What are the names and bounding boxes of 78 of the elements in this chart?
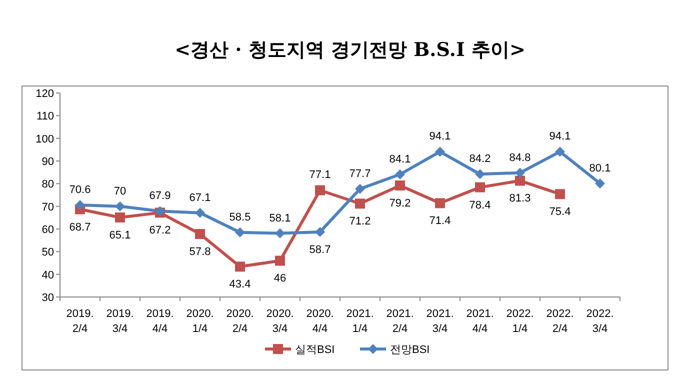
- data-label: 58.1: [269, 212, 291, 224]
- x-tick-label: 2022. 3/4: [586, 308, 614, 335]
- data-label: 84.8: [509, 152, 531, 164]
- legend-label: 실적BSI: [295, 344, 335, 356]
- data-label: 71.2: [349, 216, 371, 228]
- point: [195, 228, 205, 239]
- data-label: 67.2: [149, 224, 171, 237]
- point: [315, 226, 325, 237]
- x-tick-label: 2020. 4/4: [306, 308, 334, 335]
- point: [115, 212, 125, 222]
- data-label: 43.4: [229, 278, 251, 291]
- data-label: 70: [114, 185, 126, 198]
- y-tick-label: 80: [42, 178, 54, 191]
- point: [315, 185, 325, 196]
- x-tick-label: 2022. 2/4: [546, 308, 574, 335]
- y-tick-label: 60: [42, 224, 54, 236]
- point: [275, 228, 285, 238]
- y-tick-label: 40: [42, 269, 54, 282]
- data-label: 75.4: [549, 206, 571, 218]
- data-label: 67.1: [189, 192, 211, 204]
- data-label: 70.6: [69, 184, 91, 196]
- chart-title: <경산 · 청도지역 경기전망 B.S.I 추이>: [174, 39, 526, 61]
- x-tick-label: 2021. 4/4: [466, 308, 494, 335]
- x-tick-label: 2019. 3/4: [106, 308, 134, 335]
- point: [235, 262, 245, 272]
- data-label: 80.1: [589, 162, 611, 174]
- point: [475, 169, 485, 180]
- data-label: 84.2: [469, 153, 491, 166]
- legend-label: 전망BSI: [390, 344, 430, 356]
- x-tick-label: 2021. 1/4: [346, 308, 374, 335]
- data-label: 68.7: [69, 221, 91, 234]
- data-label: 84.1: [389, 153, 411, 166]
- point: [275, 256, 285, 266]
- data-label: 67.9: [149, 190, 171, 202]
- point: [395, 169, 405, 180]
- point: [195, 208, 205, 218]
- point: [515, 168, 525, 178]
- data-label: 78.4: [469, 199, 491, 212]
- y-tick-label: 90: [42, 156, 54, 168]
- point: [435, 146, 445, 157]
- y-tick-label: 50: [42, 246, 54, 259]
- point: [515, 176, 525, 186]
- x-tick-label: 2019. 2/4: [66, 308, 94, 335]
- data-label: 71.4: [429, 215, 451, 228]
- data-label: 46: [274, 272, 286, 285]
- data-label: 77.7: [349, 168, 371, 180]
- data-label: 94.1: [429, 130, 451, 143]
- point: [555, 146, 565, 157]
- data-label: 58.7: [309, 244, 331, 256]
- point: [355, 198, 365, 209]
- point: [555, 189, 565, 200]
- data-label: 57.8: [189, 246, 211, 258]
- x-tick-label: 2022. 1/4: [506, 308, 534, 335]
- point: [435, 198, 445, 208]
- x-tick-label: 2021. 2/4: [386, 308, 414, 335]
- point: [115, 201, 125, 212]
- point: [395, 180, 405, 190]
- data-label: 65.1: [109, 229, 131, 242]
- data-label: 77.1: [309, 169, 331, 182]
- data-label: 81.3: [509, 192, 531, 205]
- y-tick-label: 30: [42, 292, 54, 304]
- point: [235, 227, 245, 238]
- y-tick-label: 70: [42, 201, 54, 214]
- x-tick-label: 2020. 2/4: [226, 308, 254, 335]
- y-tick-label: 100: [36, 133, 54, 146]
- point: [595, 178, 605, 188]
- x-tick-label: 2020. 1/4: [186, 308, 214, 335]
- x-tick-label: 2019. 4/4: [146, 308, 174, 335]
- data-label: 79.2: [389, 197, 411, 210]
- point: [475, 182, 485, 192]
- point: [75, 200, 85, 210]
- data-label: 94.1: [549, 130, 571, 143]
- y-tick-label: 110: [36, 110, 54, 123]
- data-label: 58.5: [229, 211, 251, 224]
- point: [355, 184, 365, 194]
- y-tick-label: 120: [36, 88, 54, 100]
- x-tick-label: 2021. 3/4: [426, 308, 454, 335]
- x-tick-label: 2020. 3/4: [266, 308, 294, 335]
